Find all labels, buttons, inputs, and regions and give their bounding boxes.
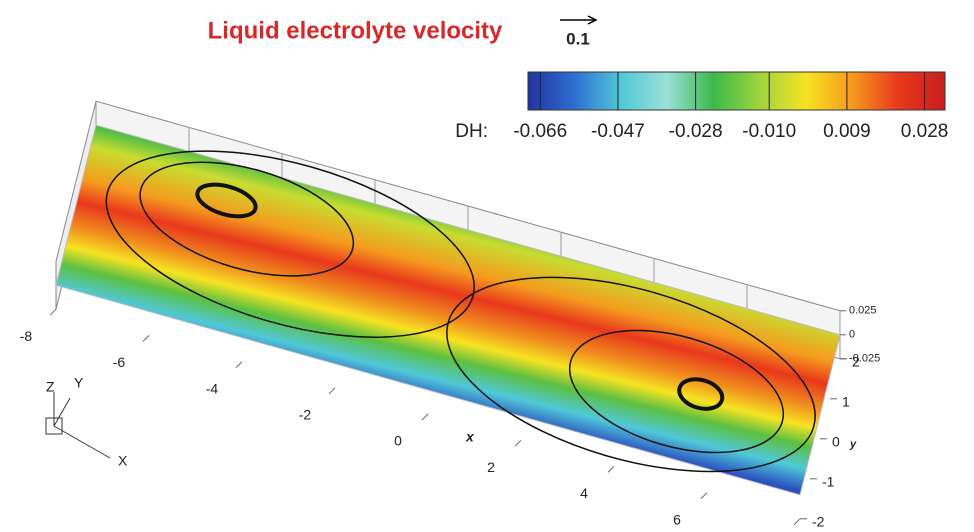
x-tick (701, 493, 707, 499)
x-tick-label: -6 (113, 354, 126, 370)
x-tick (50, 309, 56, 315)
x-tick (422, 414, 428, 420)
colorbar-tick-label: -0.066 (513, 121, 567, 142)
z-tick-label: -0.025 (849, 353, 880, 365)
colorbar-tick-label: -0.010 (742, 121, 796, 142)
x-tick-label: -4 (206, 380, 219, 396)
chart-title: Liquid electrolyte velocity (208, 17, 503, 44)
x-tick (794, 519, 800, 525)
y-tick-label: -1 (822, 474, 835, 490)
triad-label: Y (74, 375, 84, 391)
x-axis-label: x (465, 429, 475, 445)
surface (56, 125, 840, 495)
triad-label: X (118, 453, 128, 469)
y-tick-label: 1 (842, 394, 850, 410)
colorbar-tick-label: -0.047 (591, 121, 645, 142)
y-tick-label: 0 (832, 434, 840, 450)
x-tick (329, 388, 335, 394)
colorbar-tick-label: -0.028 (669, 121, 723, 142)
z-tick-label: 0 (849, 329, 855, 341)
colorbar (528, 72, 945, 110)
triad-x (54, 426, 110, 458)
colorbar-tick-label: 0.009 (823, 121, 871, 142)
x-tick-label: 6 (673, 511, 681, 527)
z-tick-label: 0.025 (849, 305, 877, 317)
x-tick-label: -8 (20, 328, 33, 344)
x-tick (143, 335, 149, 341)
y-axis-label: y (849, 439, 857, 451)
x-tick (515, 440, 521, 446)
x-tick (608, 466, 614, 472)
colorbar-tick-label: 0.028 (901, 121, 949, 142)
y-tick-label: -2 (812, 514, 825, 530)
triad-label: Z (46, 379, 55, 395)
x-tick-label: 4 (580, 485, 588, 501)
colorbar-label: DH: (455, 121, 488, 142)
x-tick-label: -2 (299, 407, 312, 423)
x-tick-label: 2 (487, 459, 495, 475)
x-tick (236, 362, 242, 368)
reference-vector-label: 0.1 (566, 29, 590, 48)
axis-triad: X Y Z (46, 375, 128, 469)
chart: Liquid electrolyte velocity 0.1 -8 -6 -4 -2… (0, 0, 974, 532)
x-tick-label: 0 (394, 433, 402, 449)
